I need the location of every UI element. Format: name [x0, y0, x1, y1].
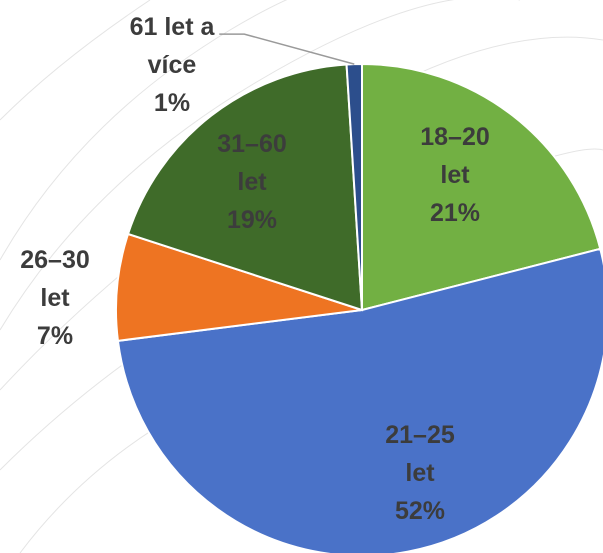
leader-line [219, 33, 355, 65]
data-label-line: 1% [154, 89, 190, 117]
pie-slice-1 [116, 247, 603, 553]
pie-slice-0 [361, 62, 602, 312]
data-label-1: 21–25 let 52% [385, 421, 455, 525]
data-label-line: 31–60 [217, 130, 287, 158]
data-label-line: 21–25 [385, 421, 455, 449]
data-label-line: let [40, 284, 70, 312]
pie-slice-2 [115, 232, 363, 342]
data-label-line: 19% [227, 206, 277, 234]
pie-slices [115, 62, 603, 553]
pie-slice-4 [345, 62, 363, 311]
data-label-line: 52% [395, 497, 445, 525]
data-label-2: 26–30 let 7% [20, 246, 90, 350]
data-label-0: 18–20 let 21% [420, 123, 490, 227]
data-label-3: 31–60 let 19% [217, 130, 287, 234]
data-label-line: 26–30 [20, 246, 90, 274]
pie-slice-3 [126, 63, 364, 312]
data-labels: 18–20 let 21% 21–25 let 52% 26–30 let 7% 31–60 let… [20, 13, 490, 525]
data-label-line: let [440, 161, 470, 189]
data-label-line: let [237, 168, 267, 196]
data-label-line: let [405, 459, 435, 487]
data-label-line: více [148, 51, 197, 79]
data-label-line: 21% [430, 199, 480, 227]
data-label-line: 61 let a [130, 13, 216, 41]
data-label-4: 61 let a více 1% [130, 13, 216, 117]
data-label-line: 18–20 [420, 123, 490, 151]
data-label-line: 7% [37, 322, 73, 350]
